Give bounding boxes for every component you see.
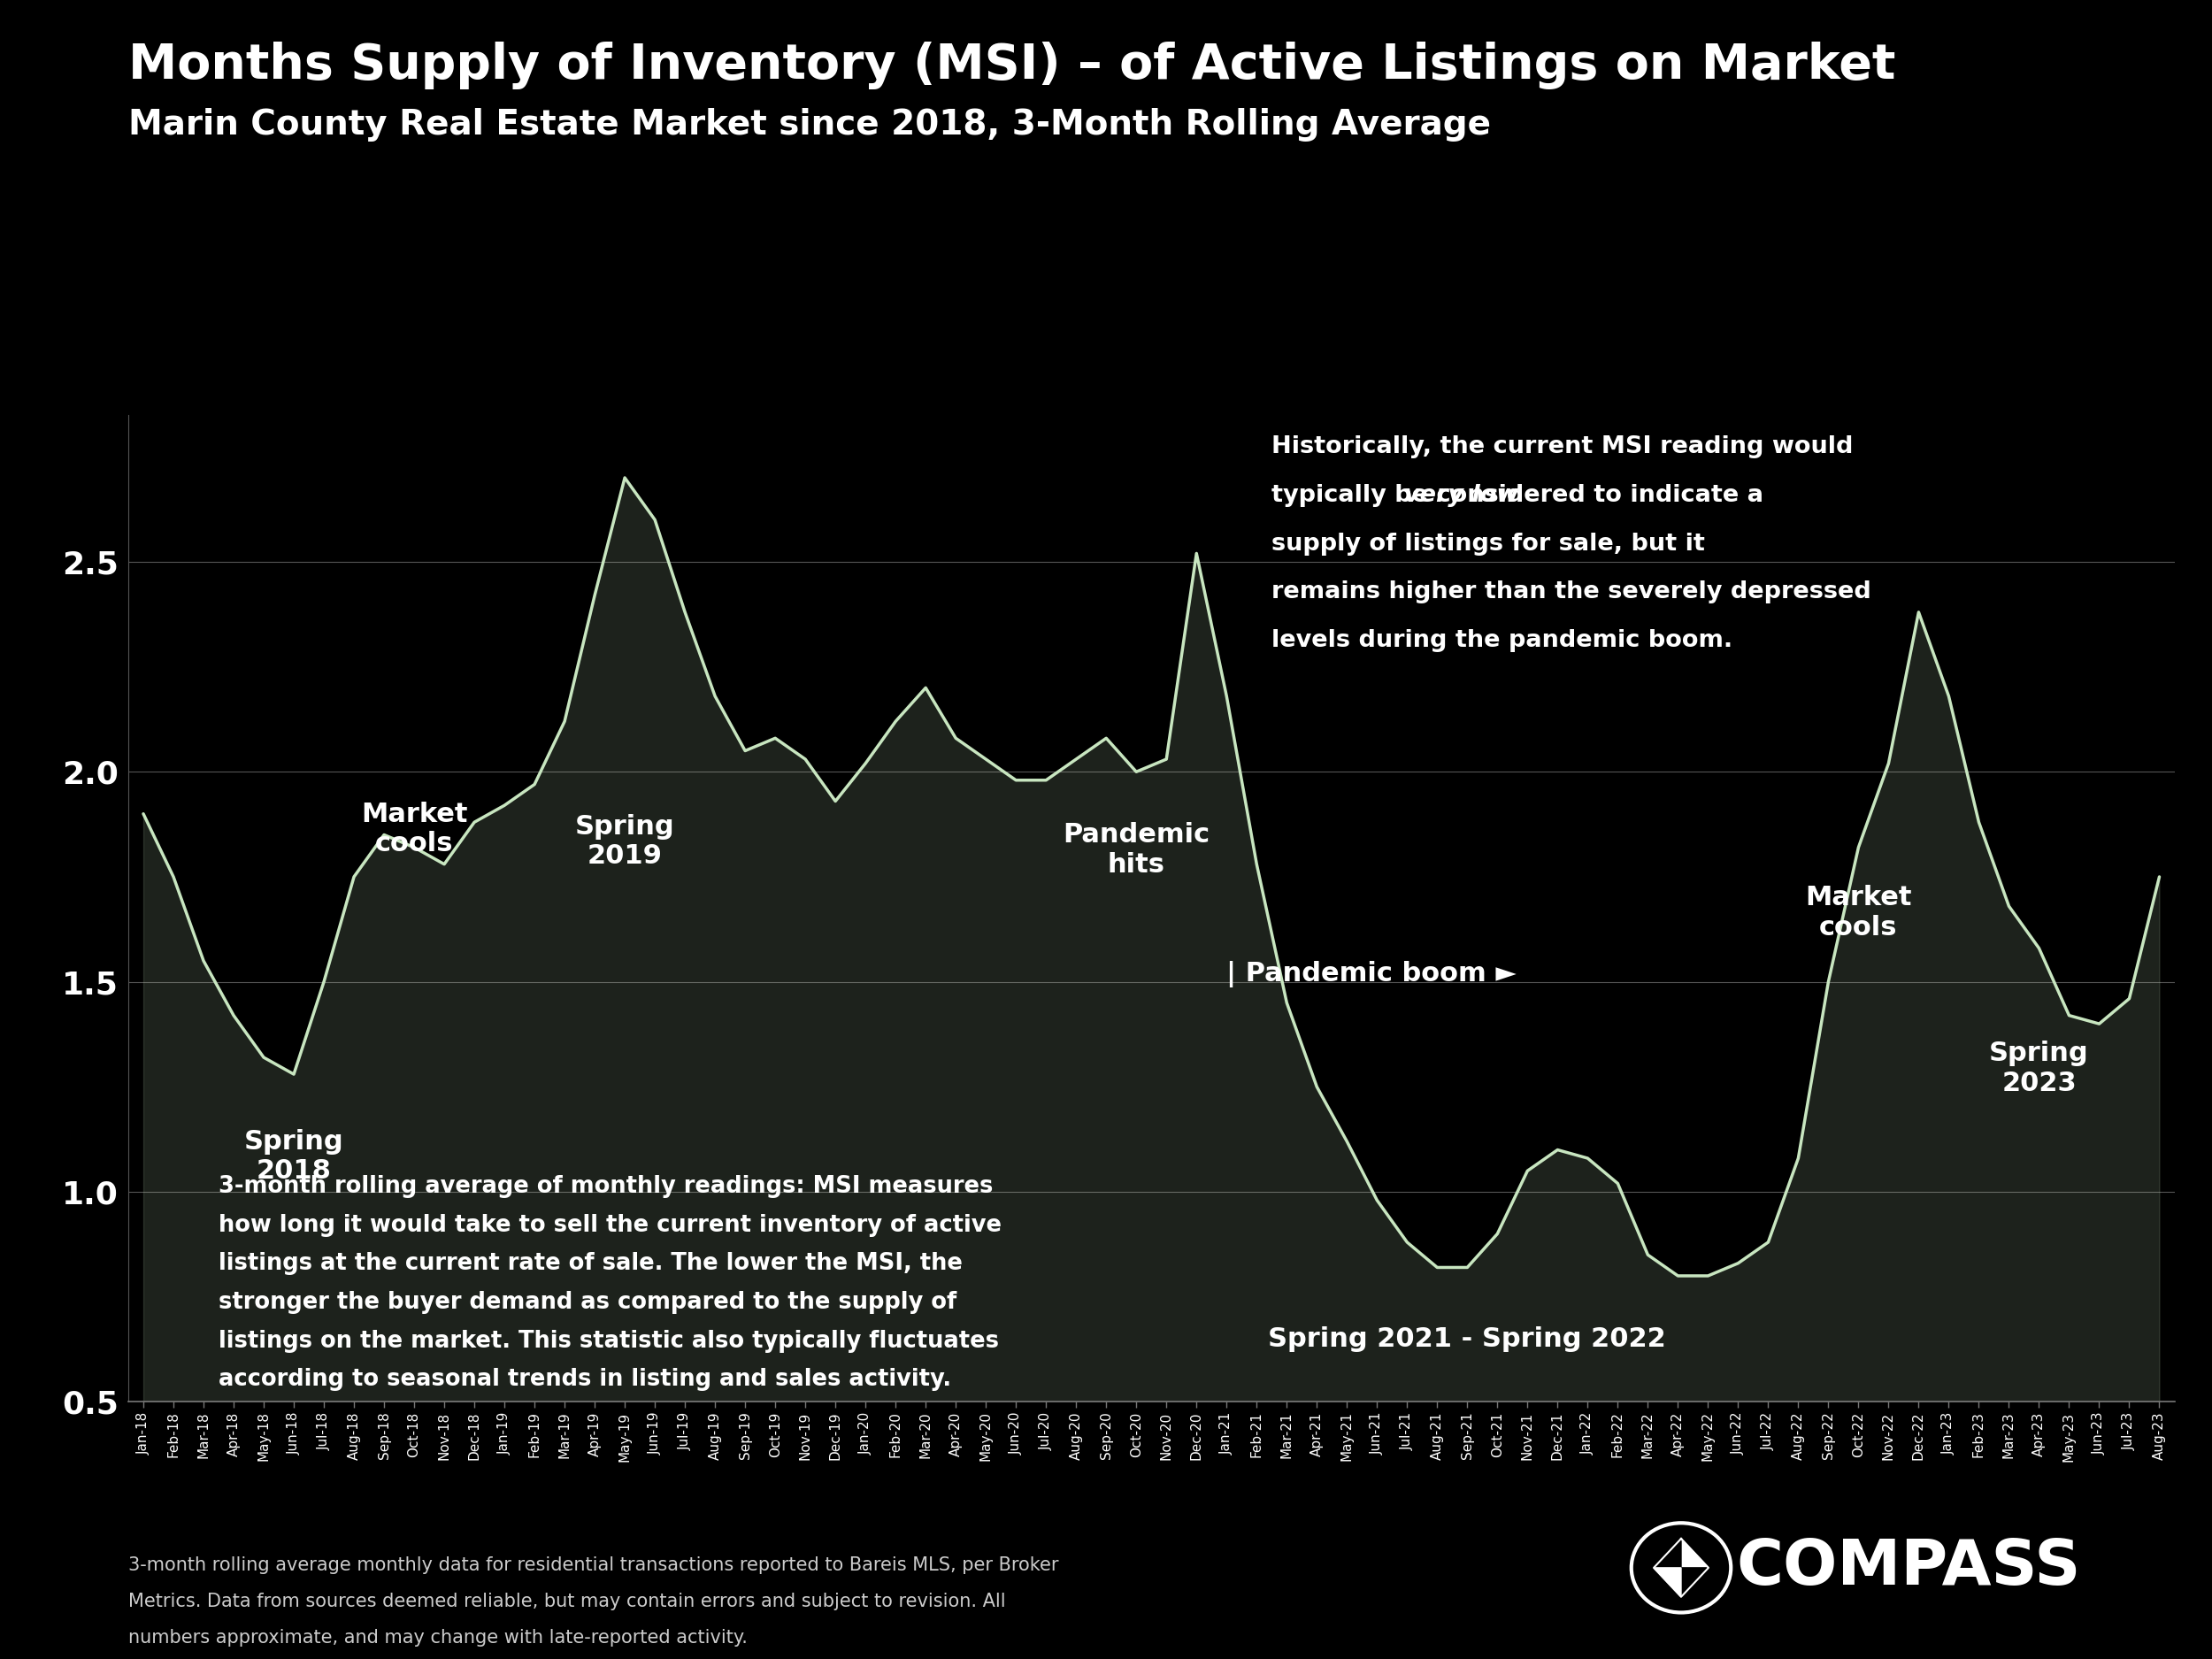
Text: typically be considered to indicate a: typically be considered to indicate a: [1272, 484, 1772, 508]
Text: levels during the pandemic boom.: levels during the pandemic boom.: [1272, 629, 1732, 652]
Polygon shape: [1681, 1538, 1708, 1568]
Text: according to seasonal trends in listing and sales activity.: according to seasonal trends in listing …: [219, 1369, 951, 1392]
Text: Market
cools: Market cools: [1805, 886, 1911, 941]
Text: Historically, the current MSI reading would: Historically, the current MSI reading wo…: [1272, 436, 1854, 460]
Text: 3-month rolling average of monthly readings: MSI measures: 3-month rolling average of monthly readi…: [219, 1175, 993, 1198]
Polygon shape: [1655, 1568, 1681, 1598]
Text: Spring 2021 - Spring 2022: Spring 2021 - Spring 2022: [1267, 1326, 1666, 1352]
Text: stronger the buyer demand as compared to the supply of: stronger the buyer demand as compared to…: [219, 1291, 958, 1314]
Text: listings on the market. This statistic also typically fluctuates: listings on the market. This statistic a…: [219, 1329, 1000, 1352]
Text: Spring
2018: Spring 2018: [243, 1128, 343, 1185]
Text: Market
cools: Market cools: [361, 801, 467, 856]
Text: Marin County Real Estate Market since 2018, 3-Month Rolling Average: Marin County Real Estate Market since 20…: [128, 108, 1491, 141]
Text: remains higher than the severely depressed: remains higher than the severely depress…: [1272, 581, 1871, 604]
Polygon shape: [1655, 1538, 1681, 1568]
Text: how long it would take to sell the current inventory of active: how long it would take to sell the curre…: [219, 1214, 1002, 1236]
Text: Spring
2019: Spring 2019: [575, 815, 675, 869]
Text: 3-month rolling average monthly data for residential transactions reported to Ba: 3-month rolling average monthly data for…: [128, 1556, 1060, 1574]
Text: | Pandemic boom ►: | Pandemic boom ►: [1228, 961, 1517, 987]
Text: listings at the current rate of sale. The lower the MSI, the: listings at the current rate of sale. Th…: [219, 1253, 962, 1276]
Text: Pandemic
hits: Pandemic hits: [1062, 823, 1210, 878]
Text: Months Supply of Inventory (MSI) – of Active Listings on Market: Months Supply of Inventory (MSI) – of Ac…: [128, 41, 1896, 90]
Text: very low: very low: [1405, 484, 1520, 508]
Polygon shape: [1681, 1568, 1708, 1598]
Text: Spring
2023: Spring 2023: [1989, 1040, 2088, 1097]
Text: numbers approximate, and may change with late-reported activity.: numbers approximate, and may change with…: [128, 1629, 748, 1647]
Text: Metrics. Data from sources deemed reliable, but may contain errors and subject t: Metrics. Data from sources deemed reliab…: [128, 1593, 1006, 1611]
Text: COMPASS: COMPASS: [1736, 1538, 2081, 1598]
Text: supply of listings for sale, but it: supply of listings for sale, but it: [1272, 533, 1705, 556]
